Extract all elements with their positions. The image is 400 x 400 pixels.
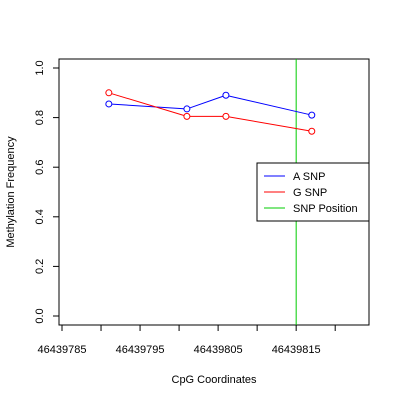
a-snp-point	[308, 111, 316, 119]
a-snp-point	[105, 100, 113, 108]
y-axis: 0.0 0.2 0.4 0.6 0.8 1.0	[34, 60, 60, 324]
y-tick-label: 1.0	[34, 60, 46, 75]
legend: A SNP G SNP SNP Position	[256, 162, 370, 222]
x-tick-label: 46439815	[272, 344, 321, 356]
g-snp-point	[308, 127, 316, 135]
x-axis: 46439785 46439795 46439805 46439815	[38, 324, 336, 356]
series-group	[105, 89, 316, 135]
a-snp-segment	[228, 95, 309, 115]
y-tick-label: 0.8	[34, 110, 46, 125]
g-snp-segment	[228, 116, 309, 132]
y-tick-label: 0.0	[34, 308, 46, 323]
x-tick-label: 46439785	[38, 344, 87, 356]
a-snp-point	[222, 91, 230, 99]
y-axis-title: Methylation Frequency	[5, 136, 17, 248]
legend-label-g-snp: G SNP	[293, 187, 327, 199]
x-axis-title: CpG Coordinates	[172, 374, 257, 386]
a-snp-segment	[111, 103, 184, 110]
y-tick-label: 0.4	[34, 209, 46, 224]
g-snp-point	[105, 89, 113, 97]
legend-label-a-snp: A SNP	[293, 171, 325, 183]
y-tick-label: 0.2	[34, 259, 46, 274]
x-tick-label: 46439795	[116, 344, 165, 356]
x-tick-label: 46439805	[194, 344, 243, 356]
a-snp-point	[183, 105, 191, 113]
y-tick-label: 0.6	[34, 160, 46, 175]
g-snp-point	[183, 112, 191, 120]
g-snp-point	[222, 112, 230, 120]
a-snp-segment	[189, 95, 224, 109]
legend-label-snp-position: SNP Position	[293, 203, 358, 215]
g-snp-segment	[111, 93, 185, 116]
